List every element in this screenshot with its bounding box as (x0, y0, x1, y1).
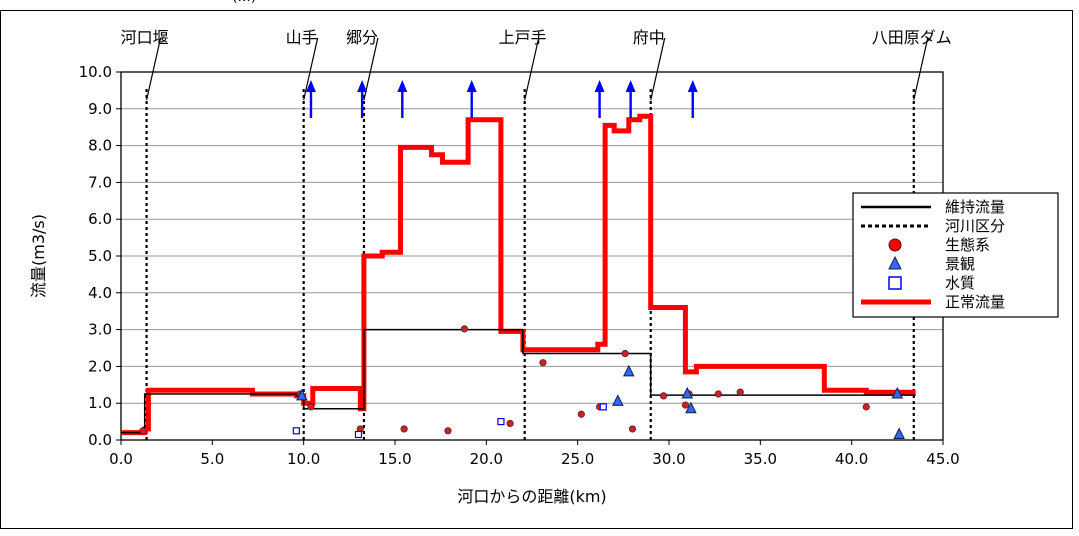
ecology-point (460, 325, 469, 333)
y-tick-label: 1.0 (88, 394, 112, 412)
inflow-arrow-head (466, 80, 477, 92)
x-tick-label: 20.0 (470, 450, 503, 468)
x-tick-label: 35.0 (744, 450, 777, 468)
ecology-point (628, 425, 637, 433)
river-division-label: 府中 (633, 28, 665, 47)
y-tick-label: 5.0 (88, 247, 112, 265)
ecology-point (444, 427, 452, 435)
x-axis-label: 河口からの距離(km) (457, 487, 606, 506)
y-tick-label: 2.0 (88, 357, 112, 375)
y-tick-label: 10.0 (79, 63, 112, 81)
x-tick-label: 10.0 (287, 450, 320, 468)
river-division-leader (145, 37, 162, 101)
legend-symbol-square (888, 276, 902, 290)
x-tick-label: 5.0 (200, 450, 224, 468)
y-tick-label: 8.0 (88, 137, 112, 155)
landscape-point (623, 364, 635, 377)
inflow-arrow-head (625, 80, 636, 92)
water-quality-point (599, 403, 607, 411)
water-quality-point (292, 427, 300, 435)
legend-label: 河川区分 (945, 217, 1005, 235)
ecology-point (506, 419, 514, 428)
x-tick-label: 15.0 (378, 450, 411, 468)
y-tick-label: 0.0 (88, 431, 112, 449)
landscape-point (891, 386, 904, 399)
y-tick-label: 9.0 (88, 100, 112, 118)
river-division-leader (524, 37, 540, 101)
river-division-leader (303, 37, 319, 101)
ecology-point (139, 427, 147, 435)
legend-label: 維持流量 (945, 198, 1005, 216)
inflow-arrow-head (397, 80, 408, 92)
ecology-point (659, 392, 668, 400)
y-tick-label: 7.0 (88, 173, 112, 191)
river-division-label: 八田原ダム (872, 28, 952, 47)
ecology-point (714, 390, 722, 398)
x-tick-label: 0.0 (109, 450, 133, 468)
y-tick-label: 3.0 (88, 321, 112, 339)
river-division-leader (913, 37, 929, 101)
inflow-arrow-head (305, 80, 316, 92)
landscape-point (685, 401, 697, 414)
legend-label: 生態系 (945, 236, 990, 254)
landscape-point (681, 386, 694, 399)
landscape-point (296, 388, 308, 401)
landscape-point (893, 427, 905, 439)
legend-symbol-circle (888, 238, 902, 252)
legend-label: 景観 (945, 255, 975, 273)
water-quality-point (497, 418, 505, 426)
series-line (121, 328, 916, 434)
ecology-point (621, 349, 629, 358)
ecology-point (307, 403, 315, 411)
river-division-label: 上戸手 (499, 28, 547, 47)
inflow-arrows-layer (305, 80, 698, 118)
ecology-point (400, 425, 408, 433)
river-division-leader (363, 37, 379, 101)
legend-label: 水質 (945, 274, 975, 292)
water-quality-point (354, 430, 363, 439)
legend-symbol-triangle (888, 255, 902, 270)
y-tick-label: 6.0 (88, 210, 112, 228)
river-division-leader (650, 37, 666, 101)
landscape-point (612, 394, 624, 406)
ecology-point (539, 359, 547, 367)
inflow-arrow-head (357, 80, 368, 92)
x-tick-label: 45.0 (926, 450, 959, 468)
legend-label: 正常流量 (945, 293, 1005, 311)
inflow-arrow-head (594, 80, 605, 92)
y-tick-label: 4.0 (88, 284, 112, 302)
ecology-point (681, 401, 690, 409)
ticks-layer: 0.0 1.0 2.0 3.0 4.0 5.0 6.0 7.0 8.0 9.0 10.0 0.0 5.0… (79, 63, 960, 468)
ecology-point (577, 410, 585, 418)
legend-box (852, 192, 1059, 318)
ecology-point (862, 403, 870, 411)
markers-layer (139, 325, 905, 439)
river-division-label: 郷分 (346, 28, 378, 47)
river-division-label: 山手 (286, 28, 318, 47)
x-tick-label: 40.0 (835, 450, 868, 468)
y-axis-label: 流量(m3/s) (29, 214, 48, 298)
inflow-arrow-head (687, 80, 698, 92)
header-fragment: (...) (232, 0, 256, 5)
river-division-label: 河口堰 (121, 28, 169, 47)
x-tick-label: 25.0 (561, 450, 594, 468)
ecology-point (736, 388, 744, 396)
x-tick-label: 30.0 (652, 450, 685, 468)
